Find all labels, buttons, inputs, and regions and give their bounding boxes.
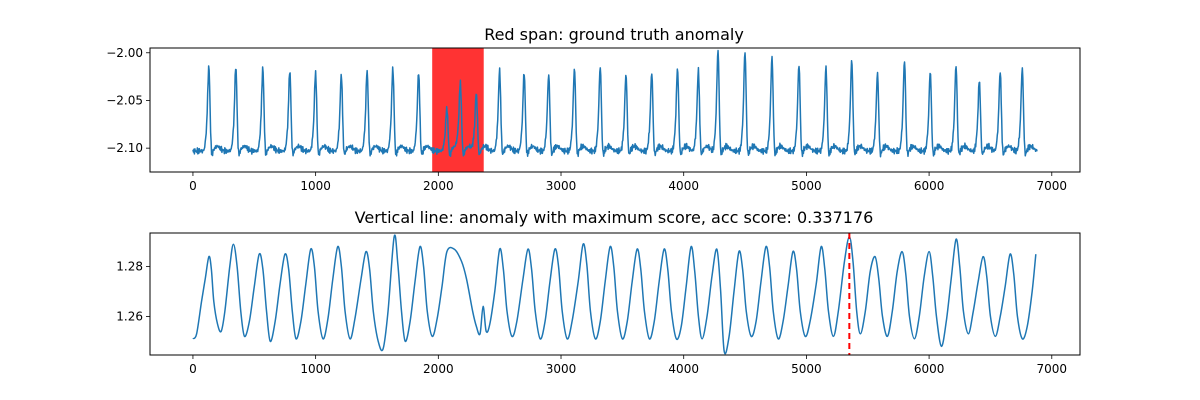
chart-top-x-tick-label: 4000 [668, 179, 699, 193]
chart-bottom: Vertical line: anomaly with maximum scor… [116, 208, 1080, 376]
chart-bottom-x-tick-label: 5000 [791, 362, 822, 376]
chart-bottom-x-ticks: 0 1000 2000 3000 4000 5000 6000 7000 [189, 355, 1067, 376]
chart-top: Red span: ground truth anomaly 0 1000 2000… [106, 25, 1080, 193]
chart-top-x-tick-label: 2000 [423, 179, 454, 193]
chart-bottom-x-tick-label: 0 [189, 362, 197, 376]
chart-bottom-x-tick-label: 4000 [668, 362, 699, 376]
chart-bottom-y-tick-label: 1.26 [116, 309, 143, 323]
chart-top-x-tick-label: 6000 [914, 179, 945, 193]
chart-bottom-x-tick-label: 1000 [300, 362, 331, 376]
chart-top-y-tick-label: −2.05 [106, 93, 143, 107]
chart-top-y-ticks: −2.00 −2.05 −2.10 [106, 46, 150, 155]
chart-top-anomaly-span-layer [432, 48, 484, 172]
chart-bottom-x-tick-label: 7000 [1037, 362, 1068, 376]
chart-top-x-tick-label: 1000 [300, 179, 331, 193]
chart-bottom-x-tick-label: 6000 [914, 362, 945, 376]
chart-bottom-title: Vertical line: anomaly with maximum scor… [355, 208, 874, 227]
chart-bottom-x-tick-label: 3000 [546, 362, 577, 376]
chart-top-title: Red span: ground truth anomaly [484, 25, 744, 44]
chart-bottom-plot-area [150, 233, 1080, 355]
chart-top-x-ticks: 0 1000 2000 3000 4000 5000 6000 7000 [189, 172, 1067, 193]
chart-top-x-tick-label: 3000 [546, 179, 577, 193]
chart-bottom-y-ticks: 1.26 1.28 [116, 260, 150, 324]
chart-top-x-tick-label: 7000 [1037, 179, 1068, 193]
chart-top-plot-area [150, 48, 1080, 172]
chart-bottom-y-tick-label: 1.28 [116, 260, 143, 274]
chart-bottom-x-tick-label: 2000 [423, 362, 454, 376]
chart-top-anomaly-span [432, 48, 484, 172]
chart-top-y-tick-label: −2.10 [106, 141, 143, 155]
chart-top-x-tick-label: 0 [189, 179, 197, 193]
chart-top-y-tick-label: −2.00 [106, 46, 143, 60]
chart-top-x-tick-label: 5000 [791, 179, 822, 193]
